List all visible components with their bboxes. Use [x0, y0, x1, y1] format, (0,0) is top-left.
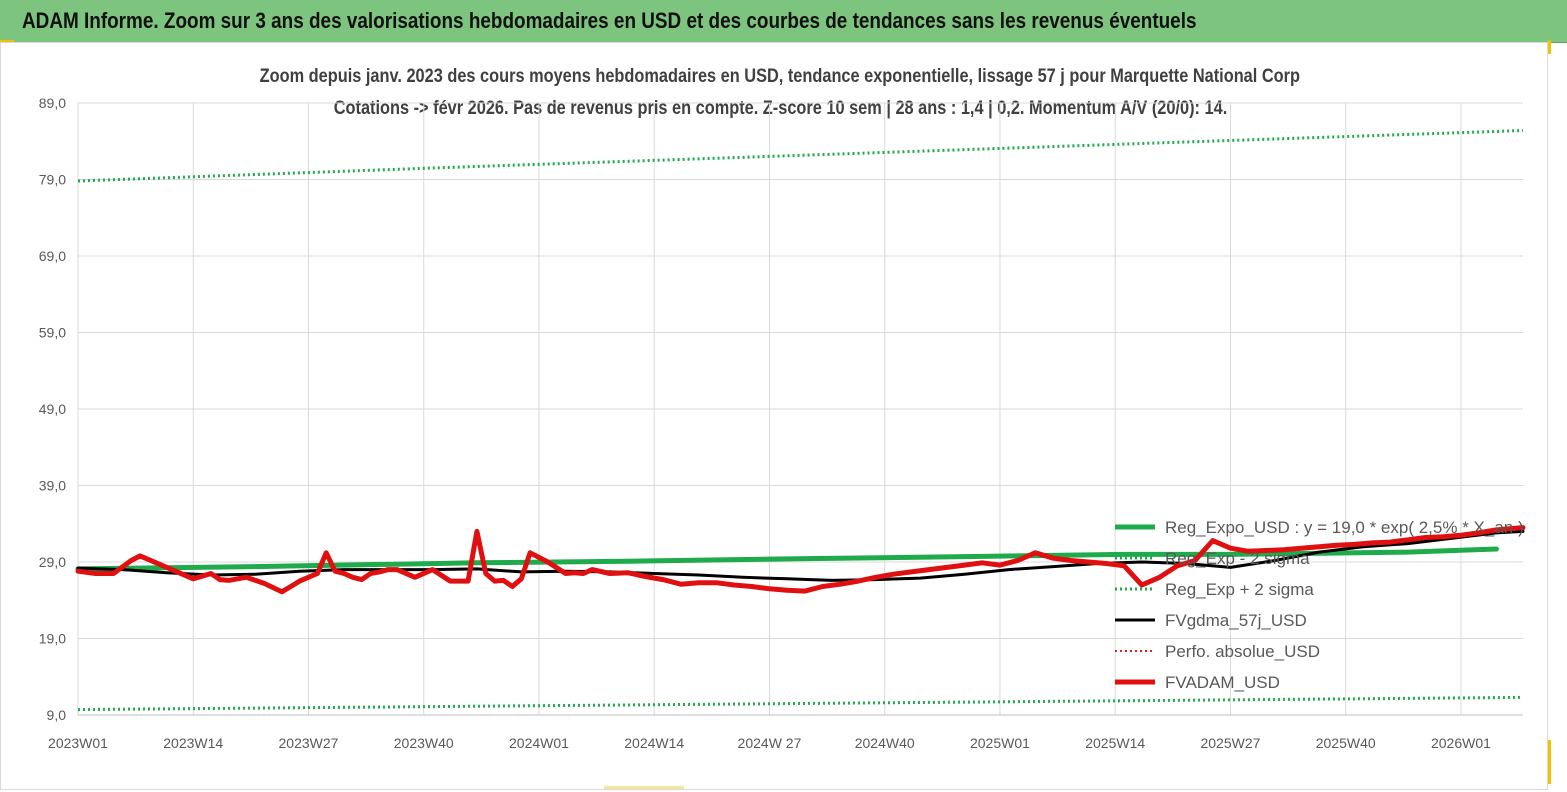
x-tick-label: 2024W 27 — [738, 735, 802, 751]
x-tick-label: 2025W40 — [1316, 735, 1376, 751]
corner-accent — [1548, 740, 1551, 784]
fvadam-line — [75, 525, 1526, 595]
y-tick-label: 19,0 — [39, 631, 66, 647]
chart-title-text: Zoom depuis janv. 2023 des cours moyens … — [259, 66, 1301, 87]
legend-label: FVgdma_57j_USD — [1165, 611, 1307, 630]
legend-label: FVADAM_USD — [1165, 673, 1280, 692]
y-tick-label: 29,0 — [39, 554, 66, 570]
x-tick-label: 2024W01 — [509, 735, 569, 751]
x-tick-label: 2024W40 — [855, 735, 915, 751]
x-tick-label: 2023W14 — [163, 735, 223, 751]
sigma-upper-line — [77, 129, 1524, 183]
x-tick-label: 2026W01 — [1431, 735, 1491, 751]
fvgdma-line — [76, 529, 1525, 582]
x-tick-label: 2023W01 — [48, 735, 108, 751]
y-tick-label: 9,0 — [47, 707, 67, 723]
x-tick-label: 2024W14 — [624, 735, 684, 751]
page-title: ADAM Informe. Zoom sur 3 ans des valoris… — [22, 8, 1197, 33]
y-tick-label: 39,0 — [39, 478, 66, 494]
x-tick-label: 2025W27 — [1200, 735, 1260, 751]
legend-label: Reg_Exp + 2 sigma — [1165, 580, 1314, 599]
y-tick-label: 59,0 — [39, 325, 66, 341]
x-tick-label: 2025W14 — [1085, 735, 1145, 751]
corner-accent — [0, 40, 14, 43]
y-tick-label: 89,0 — [39, 95, 66, 111]
header-banner: ADAM Informe. Zoom sur 3 ans des valoris… — [0, 0, 1567, 43]
legend-label: Reg_Expo_USD : y = 19,0 * exp( 2,5% * X_… — [1165, 518, 1524, 537]
corner-accent — [1548, 40, 1551, 54]
sigma-lower-line — [77, 695, 1524, 712]
legend-label: Perfo. absolue_USD — [1165, 642, 1320, 661]
corner-accent — [604, 786, 684, 789]
y-tick-label: 49,0 — [39, 401, 66, 417]
x-tick-label: 2023W40 — [394, 735, 454, 751]
legend-label: Reg_Exp - 2 sigma — [1165, 549, 1310, 568]
chart-title: Zoom depuis janv. 2023 des cours moyens … — [0, 66, 1560, 88]
x-tick-label: 2025W01 — [970, 735, 1030, 751]
x-tick-label: 2023W27 — [279, 735, 339, 751]
chart-frame — [0, 42, 1548, 790]
y-tick-label: 79,0 — [39, 172, 66, 188]
y-tick-label: 69,0 — [39, 248, 66, 264]
